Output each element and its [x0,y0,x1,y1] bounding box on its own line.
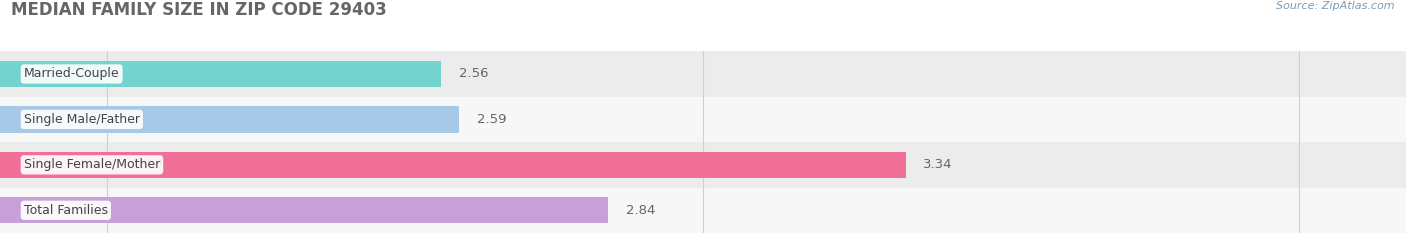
Text: Total Families: Total Families [24,204,108,217]
Text: 3.34: 3.34 [924,158,953,171]
Bar [0,152,905,178]
Text: 2.84: 2.84 [626,204,655,217]
Text: MEDIAN FAMILY SIZE IN ZIP CODE 29403: MEDIAN FAMILY SIZE IN ZIP CODE 29403 [11,1,387,19]
Text: Single Male/Father: Single Male/Father [24,113,139,126]
Text: Married-Couple: Married-Couple [24,68,120,80]
Bar [0,106,458,133]
Bar [0,142,1406,188]
Bar [0,188,1406,233]
Text: 2.56: 2.56 [458,68,488,80]
Text: Single Female/Mother: Single Female/Mother [24,158,160,171]
Text: 2.59: 2.59 [477,113,506,126]
Bar [0,51,1406,97]
Bar [0,61,441,87]
Text: Source: ZipAtlas.com: Source: ZipAtlas.com [1277,1,1395,11]
Bar [0,97,1406,142]
Bar [0,197,607,223]
